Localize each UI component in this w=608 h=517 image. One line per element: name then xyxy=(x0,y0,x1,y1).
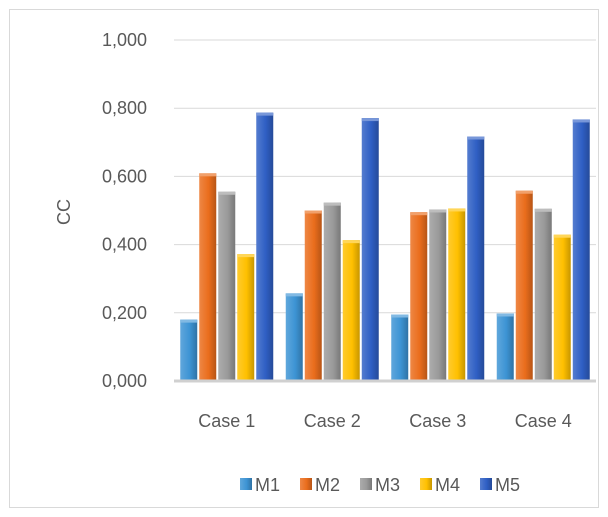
bar-top-bevel xyxy=(573,119,590,122)
bar-m5-1 xyxy=(256,113,273,381)
y-tick-label: 0,800 xyxy=(102,98,147,118)
bar-top-bevel xyxy=(391,315,408,318)
legend-label-m2: M2 xyxy=(315,475,340,495)
bar-top-bevel xyxy=(467,137,484,140)
bar-m1-4 xyxy=(497,313,514,381)
bar-m1-2 xyxy=(286,293,303,381)
bar-top-bevel xyxy=(324,203,341,206)
legend: M1 M2 M3 M4 M5 xyxy=(240,475,520,495)
bar-top-bevel xyxy=(535,209,552,212)
bar-top-bevel xyxy=(305,211,322,214)
y-axis-title: CC xyxy=(54,199,74,225)
bar-m3-1 xyxy=(218,192,235,381)
bar-top-bevel xyxy=(199,173,216,176)
bar-top-bevel xyxy=(218,192,235,195)
bar-m3-3 xyxy=(429,209,446,381)
y-tick-label: 1,000 xyxy=(102,30,147,50)
bar-m3-4 xyxy=(535,209,552,381)
bar-m4-4 xyxy=(554,235,571,381)
y-tick-label: 0,200 xyxy=(102,303,147,323)
bar-top-bevel xyxy=(497,313,514,316)
legend-label-m1: M1 xyxy=(255,475,280,495)
bar-top-bevel xyxy=(516,191,533,194)
x-tick-label: Case 4 xyxy=(515,411,572,431)
bar-m1-1 xyxy=(180,320,197,381)
bar-m2-4 xyxy=(516,191,533,381)
legend-label-m3: M3 xyxy=(375,475,400,495)
legend-swatch-m4 xyxy=(420,478,432,490)
legend-swatch-m1 xyxy=(240,478,252,490)
legend-label-m5: M5 xyxy=(495,475,520,495)
x-tick-label: Case 3 xyxy=(409,411,466,431)
bar-top-bevel xyxy=(237,254,254,257)
bar-top-bevel xyxy=(429,209,446,212)
legend-swatch-m5 xyxy=(480,478,492,490)
bar-top-bevel xyxy=(362,118,379,121)
y-axis-ticks: 0,000 0,200 0,400 0,600 0,800 1,000 xyxy=(102,30,147,391)
bar-m5-3 xyxy=(467,137,484,381)
legend-swatch-m2 xyxy=(300,478,312,490)
x-axis-ticks: Case 1 Case 2 Case 3 Case 4 xyxy=(198,411,572,431)
bar-top-bevel xyxy=(343,240,360,243)
bar-m2-1 xyxy=(199,173,216,381)
y-tick-label: 0,400 xyxy=(102,235,147,255)
bar-top-bevel xyxy=(180,320,197,323)
bar-m5-2 xyxy=(362,118,379,381)
y-tick-label: 0,000 xyxy=(102,371,147,391)
x-tick-label: Case 1 xyxy=(198,411,255,431)
x-tick-label: Case 2 xyxy=(304,411,361,431)
bar-m2-3 xyxy=(410,212,427,381)
legend-label-m4: M4 xyxy=(435,475,460,495)
bar-top-bevel xyxy=(448,208,465,211)
y-tick-label: 0,600 xyxy=(102,166,147,186)
bar-m2-2 xyxy=(305,211,322,382)
bar-m4-2 xyxy=(343,240,360,381)
bar-top-bevel xyxy=(286,293,303,296)
bar-m4-3 xyxy=(448,208,465,381)
bar-m1-3 xyxy=(391,315,408,381)
bar-top-bevel xyxy=(554,235,571,238)
legend-swatch-m3 xyxy=(360,478,372,490)
bar-top-bevel xyxy=(410,212,427,215)
bars xyxy=(180,113,590,381)
bar-m5-4 xyxy=(573,119,590,381)
bar-m3-2 xyxy=(324,203,341,381)
bar-m4-1 xyxy=(237,254,254,381)
bar-top-bevel xyxy=(256,113,273,116)
